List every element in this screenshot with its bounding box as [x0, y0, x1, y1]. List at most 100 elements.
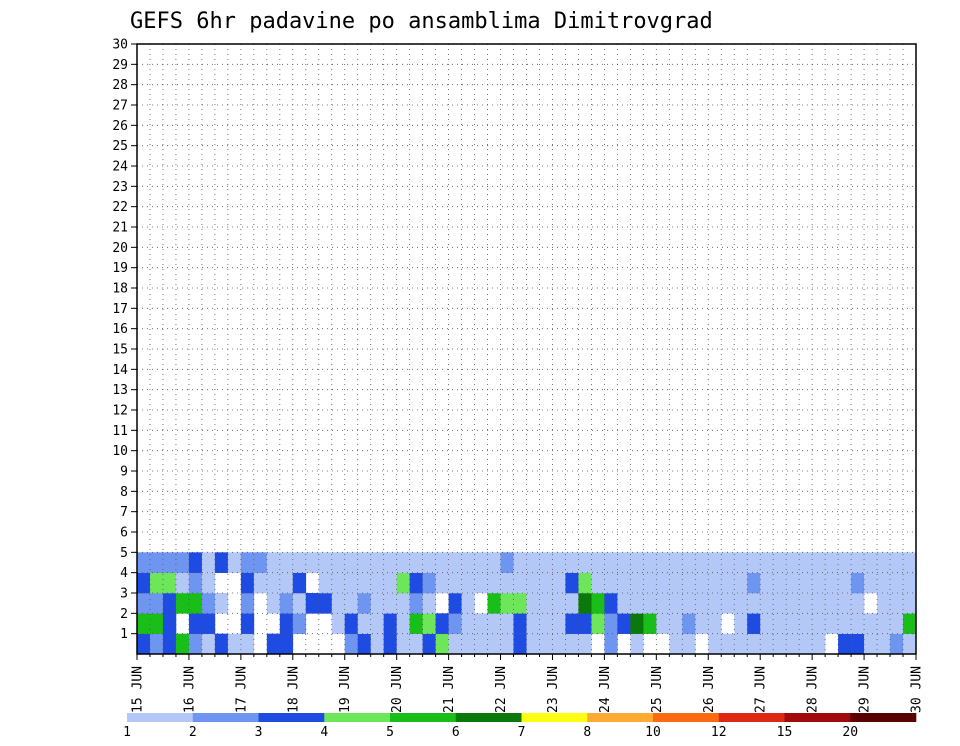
heatmap-cell — [838, 593, 852, 614]
heatmap-cell — [864, 613, 878, 634]
heatmap-cell — [812, 633, 826, 655]
x-tick-label: 17 JUN — [234, 666, 249, 713]
y-tick-label: 23 — [112, 180, 128, 195]
heatmap-cell — [747, 633, 761, 655]
heatmap-cell — [630, 572, 644, 594]
heatmap-cell — [565, 572, 579, 594]
heatmap-cell — [279, 593, 294, 614]
colorbar-swatch — [258, 713, 325, 722]
heatmap-cell — [799, 552, 813, 573]
heatmap-cell — [838, 552, 852, 573]
colorbar-swatch — [718, 713, 785, 722]
heatmap-cell — [786, 633, 800, 655]
heatmap-cell — [708, 572, 722, 594]
heatmap-cell — [370, 633, 384, 655]
heatmap-cell — [903, 593, 917, 614]
heatmap-cell — [526, 633, 540, 655]
heatmap-cell — [682, 593, 696, 614]
heatmap-cell — [188, 633, 203, 655]
heatmap-cell — [279, 572, 294, 594]
heatmap-cell — [851, 572, 865, 594]
heatmap-cell — [851, 593, 865, 614]
heatmap-cell — [370, 552, 384, 573]
x-axis-ticks: 15 JUN 16 JUN 17 JUN 18 JUN 19 JUN 20 JUN 21 J… — [131, 654, 925, 713]
y-axis-ticks: 1234567891011121314151617181920212223242… — [112, 38, 137, 642]
heatmap-cell — [474, 572, 488, 594]
heatmap-cell — [825, 572, 839, 594]
heatmap-cell — [630, 552, 644, 573]
colorbar-swatch — [192, 713, 259, 722]
colorbar-swatch — [653, 713, 720, 722]
heatmap-cell — [409, 633, 423, 655]
heatmap-cell — [240, 593, 255, 614]
heatmap-cell — [448, 633, 462, 655]
heatmap-cell — [149, 552, 164, 573]
colorbar-label: 2 — [189, 725, 197, 740]
heatmap-cell — [357, 552, 371, 573]
heatmap-cell — [812, 572, 826, 594]
heatmap-cell — [669, 633, 683, 655]
heatmap-cell — [903, 552, 917, 573]
heatmap-cell — [396, 552, 410, 573]
x-tick-label: 23 JUN — [546, 666, 561, 713]
heatmap-cell — [617, 552, 631, 573]
heatmap-cell — [162, 593, 177, 614]
x-tick-label: 16 JUN — [182, 666, 197, 713]
heatmap-cell — [890, 633, 904, 655]
y-tick-label: 3 — [120, 587, 128, 602]
heatmap-cell — [513, 552, 527, 573]
heatmap-cell — [643, 552, 657, 573]
heatmap-cell — [188, 552, 203, 573]
heatmap-cell — [890, 572, 904, 594]
heatmap-cell — [188, 572, 203, 594]
heatmap-cell — [851, 633, 865, 655]
heatmap-cell — [188, 613, 203, 634]
heatmap-cell — [474, 633, 488, 655]
x-tick-label: 15 JUN — [131, 666, 146, 713]
heatmap-cell — [370, 593, 384, 614]
y-tick-label: 12 — [112, 404, 128, 419]
heatmap-cell — [201, 613, 216, 634]
heatmap-cell — [253, 572, 268, 594]
x-tick-label: 18 JUN — [286, 666, 301, 713]
heatmap-cell — [656, 572, 670, 594]
heatmap-cell — [513, 572, 527, 594]
heatmap-cell — [825, 552, 839, 573]
heatmap-cell — [786, 572, 800, 594]
heatmap-cell — [149, 593, 164, 614]
heatmap-cell — [682, 633, 696, 655]
heatmap-cell — [851, 552, 865, 573]
heatmap-cell — [604, 633, 618, 655]
heatmap-cell — [137, 552, 151, 573]
heatmap-cell — [760, 572, 774, 594]
heatmap-cell — [578, 633, 592, 655]
heatmap-cell — [747, 572, 761, 594]
heatmap-cell — [383, 552, 397, 573]
heatmap-cell — [292, 572, 307, 594]
y-tick-label: 10 — [112, 444, 128, 459]
heatmap-cell — [552, 552, 566, 573]
heatmap-cell — [747, 552, 761, 573]
heatmap-cell — [812, 593, 826, 614]
heatmap-cell — [825, 593, 839, 614]
heatmap-cell — [175, 593, 190, 614]
x-tick-label: 20 JUN — [390, 666, 405, 713]
heatmap-cell — [188, 593, 203, 614]
heatmap-cell — [734, 593, 748, 614]
heatmap-cell — [175, 552, 190, 573]
heatmap-cell — [903, 633, 917, 655]
heatmap-cell — [695, 593, 709, 614]
heatmap-cell — [240, 552, 255, 573]
colorbar-swatch — [455, 713, 522, 722]
x-tick-label: 26 JUN — [702, 666, 717, 713]
y-tick-label: 1 — [120, 627, 128, 642]
colorbar-label: 20 — [842, 725, 858, 740]
y-tick-label: 19 — [112, 261, 128, 276]
heatmap-cell — [565, 633, 579, 655]
heatmap-cell — [513, 633, 527, 655]
y-tick-label: 24 — [112, 160, 128, 175]
chart-title: GEFS 6hr padavine po ansamblima Dimitrov… — [130, 9, 713, 34]
heatmap-cell — [344, 593, 359, 614]
heatmap-cell — [890, 593, 904, 614]
heatmap-cell — [669, 552, 683, 573]
